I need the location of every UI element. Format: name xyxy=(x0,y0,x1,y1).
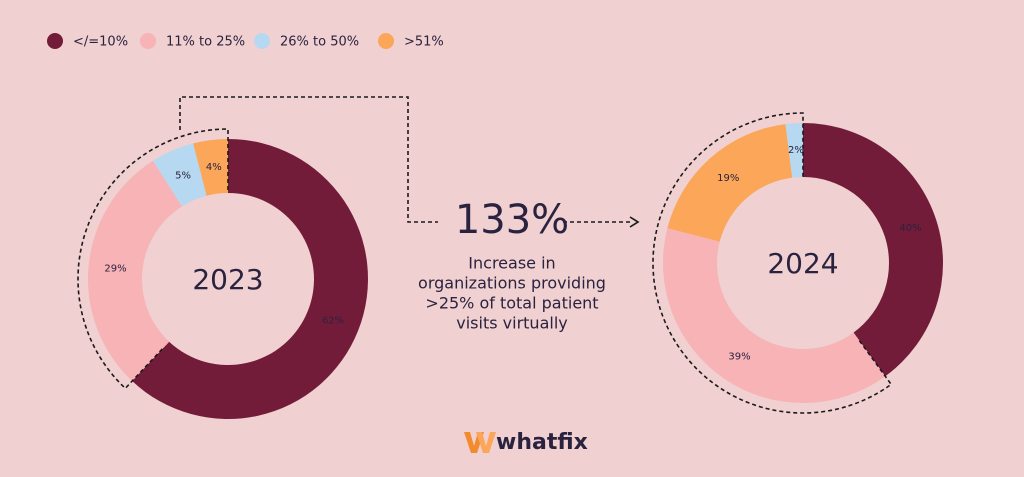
highlight-outline xyxy=(77,128,229,390)
legend-label: 26% to 50% xyxy=(280,35,359,50)
donut-segment xyxy=(152,143,207,207)
legend-swatch xyxy=(254,33,270,49)
value-label: 62% xyxy=(322,316,344,327)
value-label: 2% xyxy=(788,145,804,156)
legend-swatch xyxy=(47,33,63,49)
value-label: 39% xyxy=(728,351,750,362)
figure: 133% xyxy=(455,197,569,243)
value-label: 19% xyxy=(717,173,739,184)
donut-segment xyxy=(193,139,228,196)
donut-segment xyxy=(132,139,368,420)
arrow-head xyxy=(629,216,640,228)
connector xyxy=(179,96,438,223)
donut-segment xyxy=(803,123,943,377)
logo: whatfix xyxy=(464,430,588,455)
legend-label: </=10% xyxy=(73,35,128,50)
legend-label: 11% to 25% xyxy=(166,35,245,50)
legend-label: >51% xyxy=(404,35,444,50)
value-label: 29% xyxy=(104,263,126,274)
brand: whatfix xyxy=(496,430,588,455)
legend-swatch xyxy=(378,33,394,49)
donut-segment xyxy=(785,123,803,178)
value-label: 4% xyxy=(206,162,222,173)
donut-segment xyxy=(667,124,793,242)
annotation-line: visits virtually xyxy=(456,314,567,333)
center-label: 2023 xyxy=(192,263,263,296)
donut-segment xyxy=(87,160,182,382)
value-label: 40% xyxy=(899,223,921,234)
value-label: 5% xyxy=(175,170,191,181)
annotation-line: Increase in xyxy=(468,254,555,273)
highlight-outline xyxy=(652,112,893,414)
center-label: 2024 xyxy=(767,247,838,280)
donut-segment xyxy=(663,228,886,403)
annotation-line: organizations providing xyxy=(418,274,606,293)
logo-icon xyxy=(476,432,496,453)
annotation-line: >25% of total patient xyxy=(425,294,598,313)
legend-swatch xyxy=(140,33,156,49)
